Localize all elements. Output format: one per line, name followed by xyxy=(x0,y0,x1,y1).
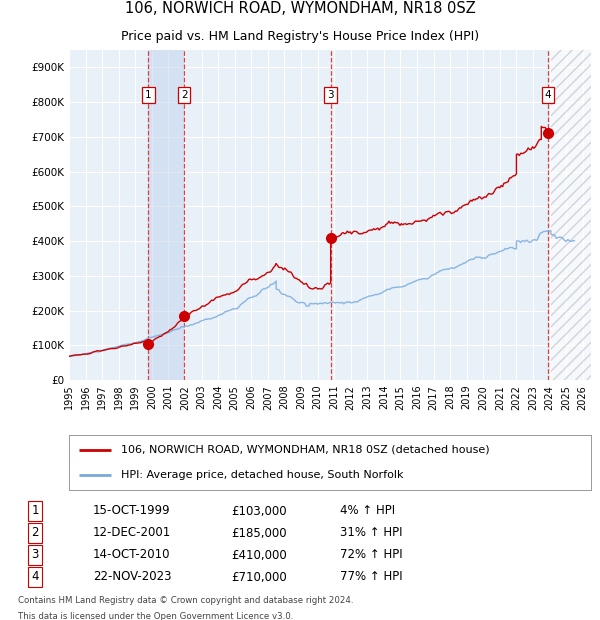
Text: 15-OCT-1999: 15-OCT-1999 xyxy=(92,505,170,518)
Bar xyxy=(551,50,591,380)
Text: 2: 2 xyxy=(181,90,187,100)
Text: 12-DEC-2001: 12-DEC-2001 xyxy=(92,526,171,539)
Text: 1: 1 xyxy=(145,90,152,100)
Text: 4: 4 xyxy=(545,90,551,100)
Text: £103,000: £103,000 xyxy=(231,505,287,518)
Text: This data is licensed under the Open Government Licence v3.0.: This data is licensed under the Open Gov… xyxy=(18,612,293,620)
Text: 72% ↑ HPI: 72% ↑ HPI xyxy=(340,549,403,562)
Text: Contains HM Land Registry data © Crown copyright and database right 2024.: Contains HM Land Registry data © Crown c… xyxy=(18,596,353,605)
Text: £710,000: £710,000 xyxy=(231,570,287,583)
Text: 4% ↑ HPI: 4% ↑ HPI xyxy=(340,505,395,518)
Text: 2: 2 xyxy=(31,526,39,539)
Text: 31% ↑ HPI: 31% ↑ HPI xyxy=(340,526,403,539)
Text: 14-OCT-2010: 14-OCT-2010 xyxy=(92,549,170,562)
Text: 4: 4 xyxy=(31,570,39,583)
Text: 106, NORWICH ROAD, WYMONDHAM, NR18 0SZ (detached house): 106, NORWICH ROAD, WYMONDHAM, NR18 0SZ (… xyxy=(121,445,490,455)
Text: 77% ↑ HPI: 77% ↑ HPI xyxy=(340,570,403,583)
Text: 22-NOV-2023: 22-NOV-2023 xyxy=(92,570,171,583)
Text: £185,000: £185,000 xyxy=(231,526,287,539)
Text: Price paid vs. HM Land Registry's House Price Index (HPI): Price paid vs. HM Land Registry's House … xyxy=(121,30,479,43)
Text: £410,000: £410,000 xyxy=(231,549,287,562)
Text: 106, NORWICH ROAD, WYMONDHAM, NR18 0SZ: 106, NORWICH ROAD, WYMONDHAM, NR18 0SZ xyxy=(125,1,475,16)
Text: 3: 3 xyxy=(328,90,334,100)
Text: 3: 3 xyxy=(31,549,39,562)
Text: 1: 1 xyxy=(31,505,39,518)
Bar xyxy=(148,50,184,380)
Text: HPI: Average price, detached house, South Norfolk: HPI: Average price, detached house, Sout… xyxy=(121,470,404,480)
